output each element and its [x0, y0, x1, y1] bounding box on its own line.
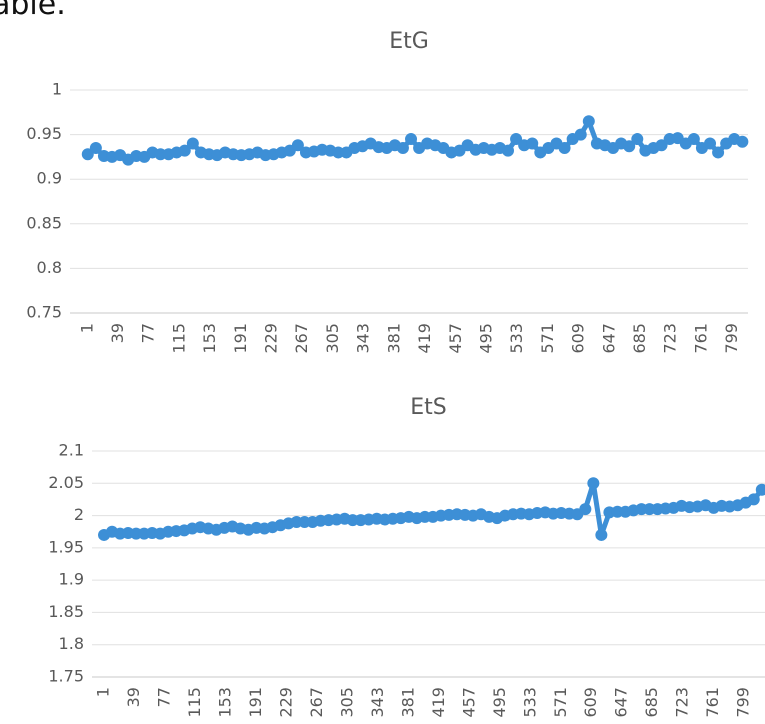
x-tick-label: 723: [661, 323, 680, 354]
x-tick-label: 723: [673, 687, 692, 718]
x-tick-label: 609: [581, 687, 600, 718]
data-point: [396, 141, 409, 154]
y-tick-label: 1.75: [48, 667, 84, 686]
x-tick-label: 267: [292, 323, 311, 354]
x-tick-label: 799: [734, 687, 753, 718]
y-tick-label: 0.95: [26, 124, 62, 143]
x-tick-label: 229: [262, 323, 281, 354]
x-tick-label: 419: [415, 323, 434, 354]
x-tick-label: 647: [599, 323, 618, 354]
x-tick-label: 1: [77, 323, 96, 333]
caption-fragment: able.: [0, 0, 66, 22]
x-tick-label: 77: [139, 323, 158, 343]
x-tick-label: 685: [630, 323, 649, 354]
chart-title: EtS: [410, 395, 447, 420]
y-tick-label: 1.9: [59, 570, 84, 589]
data-point: [623, 140, 636, 153]
x-tick-label: 77: [154, 687, 173, 707]
x-tick-label: 39: [124, 687, 143, 707]
data-point: [558, 141, 571, 154]
data-point: [291, 139, 304, 152]
data-point: [574, 128, 587, 141]
x-tick-label: 229: [276, 687, 295, 718]
x-tick-label: 761: [691, 323, 710, 354]
data-point: [178, 144, 191, 157]
data-point: [405, 133, 418, 146]
x-tick-label: 419: [429, 687, 448, 718]
x-tick-label: 381: [398, 687, 417, 718]
data-point: [736, 135, 749, 148]
x-tick-label: 39: [108, 323, 127, 343]
data-point: [747, 493, 760, 506]
x-tick-label: 191: [231, 323, 250, 354]
x-tick-label: 647: [612, 687, 631, 718]
y-tick-label: 1.95: [48, 537, 84, 556]
x-tick-label: 571: [538, 323, 557, 354]
x-tick-label: 533: [520, 687, 539, 718]
data-point: [582, 115, 595, 128]
data-point: [687, 133, 700, 146]
y-tick-label: 2.1: [59, 441, 84, 460]
x-tick-label: 761: [703, 687, 722, 718]
y-tick-label: 1: [52, 80, 62, 99]
x-tick-label: 685: [642, 687, 661, 718]
x-tick-label: 1: [94, 687, 113, 697]
x-tick-label: 457: [446, 323, 465, 354]
x-tick-label: 191: [246, 687, 265, 718]
x-tick-label: 457: [459, 687, 478, 718]
y-tick-label: 1.85: [48, 602, 84, 621]
x-tick-label: 305: [323, 323, 342, 354]
x-tick-label: 267: [307, 687, 326, 718]
x-tick-label: 381: [384, 323, 403, 354]
data-point: [89, 141, 102, 154]
x-tick-label: 495: [476, 323, 495, 354]
y-tick-label: 0.8: [37, 258, 62, 277]
x-tick-label: 609: [569, 323, 588, 354]
data-point: [712, 146, 725, 159]
x-tick-label: 533: [507, 323, 526, 354]
y-tick-label: 0.75: [26, 303, 62, 322]
x-tick-label: 115: [185, 687, 204, 718]
y-tick-label: 2: [74, 505, 84, 524]
data-point: [587, 477, 600, 490]
data-point: [526, 137, 539, 150]
x-tick-label: 115: [169, 323, 188, 354]
x-tick-label: 571: [551, 687, 570, 718]
y-tick-label: 0.85: [26, 213, 62, 232]
x-tick-label: 305: [337, 687, 356, 718]
data-point: [186, 137, 199, 150]
data-point: [631, 133, 644, 146]
data-point: [755, 483, 765, 496]
x-tick-label: 495: [490, 687, 509, 718]
y-tick-label: 1.8: [59, 634, 84, 653]
data-point: [501, 144, 514, 157]
chart-title: EtG: [389, 29, 429, 54]
data-point: [579, 503, 592, 516]
x-tick-label: 799: [722, 323, 741, 354]
data-point: [595, 528, 608, 541]
y-tick-label: 0.9: [37, 169, 62, 188]
data-point: [655, 139, 668, 152]
x-tick-label: 343: [354, 323, 373, 354]
data-point: [510, 133, 523, 146]
x-tick-label: 343: [368, 687, 387, 718]
data-point: [81, 148, 94, 161]
data-point: [704, 137, 717, 150]
x-tick-label: 153: [215, 687, 234, 718]
x-tick-label: 153: [200, 323, 219, 354]
y-tick-label: 2.05: [48, 473, 84, 492]
